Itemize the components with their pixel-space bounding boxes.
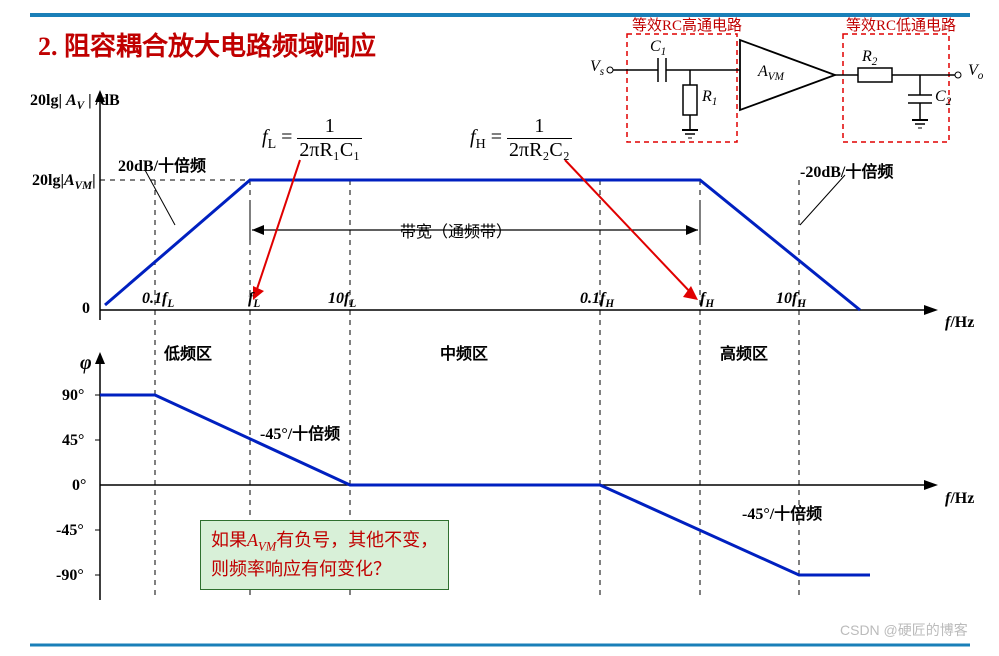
bandwidth-label: 带宽（通频带）: [400, 218, 512, 242]
note-box: 如果AVM有负号，其他不变， 则频率响应有何变化？: [200, 520, 449, 590]
hp-box: [627, 34, 737, 142]
ytick-n45: -45°: [56, 522, 84, 540]
xtick-fh: fH: [700, 290, 714, 310]
ytick-90: 90°: [62, 387, 84, 405]
xtick-01fh: 0.1fH: [580, 290, 614, 310]
phase-xlabel: f/Hz: [945, 490, 974, 508]
phase-slope-left: -45°/十倍频: [260, 420, 340, 444]
vo-label: Vo: [968, 62, 983, 82]
amp-symbol: [740, 40, 835, 110]
mag-curve: [105, 180, 860, 310]
hp-label: 等效RC高通电路: [632, 14, 742, 35]
r2-label: R2: [862, 48, 877, 68]
mag-ylabel: 20lg| AV | /dB: [30, 92, 120, 112]
ytick-0: 0°: [72, 477, 86, 495]
region-mid: 中频区: [440, 340, 488, 364]
phase-ylabel: φ: [80, 352, 92, 375]
note-line2: 则频率响应有何变化？: [211, 556, 438, 583]
region-high: 高频区: [720, 340, 768, 364]
lp-box: [843, 34, 949, 142]
slope-right-label: -20dB/十倍频: [800, 158, 893, 182]
diagram-canvas: [0, 0, 999, 656]
title-text: 阻容耦合放大电路频域响应: [64, 32, 376, 61]
lp-label: 等效RC低通电路: [846, 14, 956, 35]
node-vo: [955, 72, 961, 78]
c1-label: C1: [650, 38, 666, 58]
vs-label: Vs: [590, 58, 604, 78]
xtick-10fl: 10fL: [328, 290, 356, 310]
mag-ytick-avm: 20lg|AVM|: [32, 172, 96, 192]
title-prefix: 2.: [38, 32, 58, 61]
phase-slope-right: -45°/十倍频: [742, 500, 822, 524]
c2-label: C2: [935, 88, 951, 108]
xtick-10fh: 10fH: [776, 290, 806, 310]
watermark: CSDN @硬匠的博客: [840, 620, 968, 640]
mag-xlabel: f/Hz: [945, 314, 974, 332]
top-rule: [30, 13, 970, 17]
region-low: 低频区: [164, 340, 212, 364]
r1-label: R1: [702, 88, 717, 108]
r2-symbol: [858, 68, 892, 82]
r1-symbol: [683, 85, 697, 115]
note-line1: 如果AVM有负号，其他不变，: [211, 527, 438, 556]
slope-left-label: 20dB/十倍频: [118, 152, 206, 176]
mag-ytick-0: 0: [82, 300, 90, 318]
amp-label: AVM: [758, 63, 784, 83]
page-title: 2. 阻容耦合放大电路频域响应: [38, 26, 376, 63]
node-vs: [607, 67, 613, 73]
ytick-45: 45°: [62, 432, 84, 450]
formula-fh: fH = 1 2πR₂C₂: [470, 115, 572, 162]
xtick-01fl: 0.1fL: [142, 290, 174, 310]
ytick-n90: -90°: [56, 567, 84, 585]
formula-fl: fL = 1 2πR₁C₁: [262, 115, 362, 162]
xtick-fl: fL: [248, 290, 260, 310]
